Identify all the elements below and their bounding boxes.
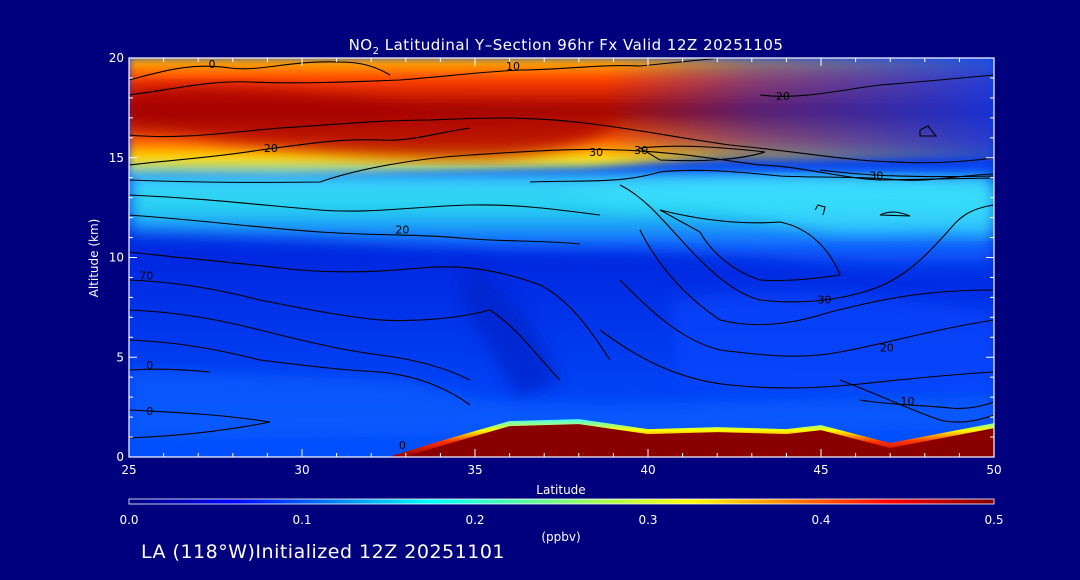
contour-label: 10	[506, 60, 520, 73]
contour-label: 30	[589, 146, 603, 159]
colorbar-tick-label: 0.3	[638, 513, 657, 527]
y-tick-label: 20	[109, 51, 124, 65]
contour-label: 20	[880, 341, 894, 354]
x-tick-label: 30	[294, 463, 309, 477]
title-prefix: NO	[349, 36, 373, 54]
axes: 25 30 35 40 45 50 0 5 10 15 20	[109, 51, 1002, 477]
x-tick-label: 40	[640, 463, 655, 477]
contour-label: 20	[395, 224, 409, 237]
contour-label: 0	[399, 439, 406, 452]
colorbar	[128, 498, 995, 505]
x-tick-label: 45	[813, 463, 828, 477]
colorbar-ticks: 0.0 0.1 0.2 0.3 0.4 0.5	[119, 513, 1003, 527]
contour-label: 0	[146, 359, 153, 372]
colorbar-tick-label: 0.4	[811, 513, 830, 527]
concentration-field	[129, 58, 994, 457]
terrain-core	[402, 424, 994, 457]
y-tick-label: 15	[109, 151, 124, 165]
contour-lines	[129, 58, 994, 439]
contour-labels: 0 10 20 20 30 30 30 20 70 30 20 0 0 10 0	[139, 58, 914, 452]
x-tick-label: 25	[121, 463, 136, 477]
contour-label: 0	[209, 58, 216, 71]
title-subscript: 2	[373, 46, 380, 57]
y-tick-label: 10	[109, 251, 124, 265]
colorbar-tick-label: 0.2	[465, 513, 484, 527]
chart-title: NO2 Latitudinal Y–Section 96hr Fx Valid …	[349, 36, 784, 57]
contour-label: 30	[869, 170, 883, 183]
contour-label: 0	[146, 405, 153, 418]
x-axis-label: Latitude	[536, 483, 585, 497]
contour-label: 30	[817, 293, 831, 306]
contour-label: 20	[264, 142, 278, 155]
colorbar-tick-label: 0.1	[292, 513, 311, 527]
y-tick-label: 5	[116, 350, 124, 364]
x-tick-label: 35	[467, 463, 482, 477]
footer-info: LA (118°W)Initialized 12Z 20251101	[141, 541, 505, 563]
colorbar-label: (ppbv)	[541, 530, 580, 544]
contour-label: 10	[901, 395, 915, 408]
y-tick-label: 0	[116, 450, 124, 464]
contour-label: 30	[634, 144, 648, 157]
colorbar-tick-label: 0.5	[984, 513, 1003, 527]
y-axis-label: Altitude (km)	[87, 219, 101, 298]
x-tick-label: 50	[986, 463, 1001, 477]
title-rest: Latitudinal Y–Section 96hr Fx Valid 12Z …	[379, 36, 783, 54]
contour-label: 20	[776, 90, 790, 103]
contour-label: 70	[139, 269, 153, 282]
colorbar-tick-label: 0.0	[119, 513, 138, 527]
